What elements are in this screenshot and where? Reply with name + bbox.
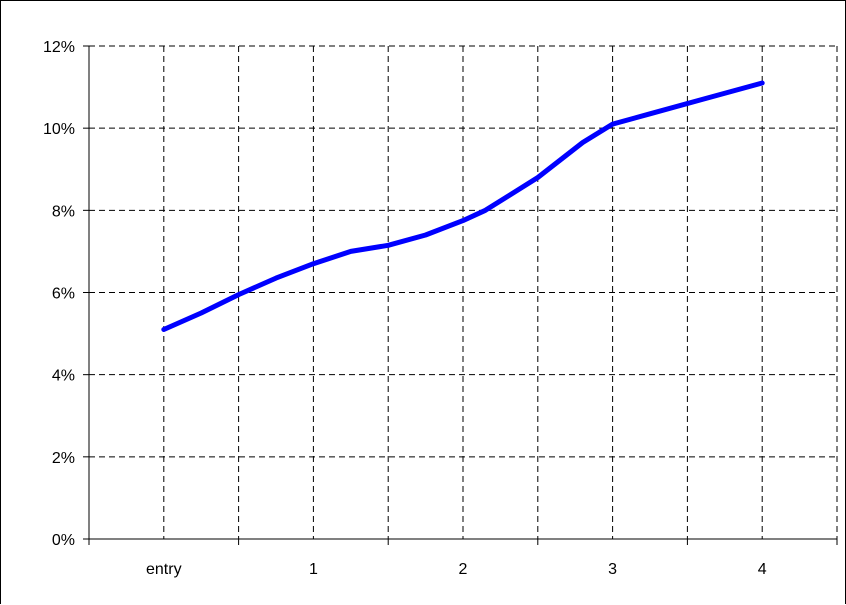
y-axis-tick-labels: 0% 2% 4% 6% 8% 10% 12% bbox=[43, 39, 75, 549]
y-tick-label: 8% bbox=[52, 203, 75, 220]
y-tick-label: 12% bbox=[43, 39, 75, 56]
axes bbox=[83, 45, 838, 545]
x-tick-label: entry bbox=[146, 561, 182, 578]
y-tick-label: 6% bbox=[52, 286, 75, 303]
y-tick-label: 0% bbox=[52, 532, 75, 549]
y-tick-label: 10% bbox=[43, 121, 75, 138]
y-tick-label: 4% bbox=[52, 368, 75, 385]
x-tick-label: 4 bbox=[758, 561, 767, 578]
series-line bbox=[161, 80, 765, 332]
gridlines bbox=[89, 45, 838, 539]
series-layer bbox=[161, 80, 765, 332]
x-axis-tick-labels: entry 1 2 3 4 bbox=[146, 561, 767, 578]
x-tick-label: 3 bbox=[608, 561, 617, 578]
x-tick-label: 2 bbox=[459, 561, 468, 578]
x-tick-label: 1 bbox=[309, 561, 318, 578]
y-tick-label: 2% bbox=[52, 450, 75, 467]
